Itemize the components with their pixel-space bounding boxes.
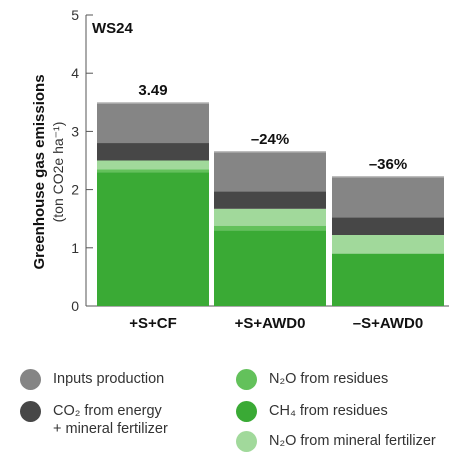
- y-tick-label: 3: [71, 123, 79, 139]
- legend-swatch-icon: [236, 401, 257, 422]
- y-tick-label: 2: [71, 182, 79, 198]
- bar-segment: [97, 169, 209, 173]
- y-axis-unit: (ton CO2e ha⁻¹): [50, 122, 66, 223]
- x-tick-label: +S+AWD0: [235, 315, 306, 330]
- y-axis-title: Greenhouse gas emissions: [31, 74, 48, 269]
- legend-swatch-icon: [20, 401, 41, 422]
- y-tick-label: 5: [71, 7, 79, 23]
- legend-label: CH₄ from residues: [269, 403, 388, 419]
- bar-total-label: –24%: [251, 131, 289, 148]
- stacked-bar-chart: WS24 Greenhouse gas emissions (ton CO2e …: [31, 7, 449, 330]
- bar-segment: [214, 191, 326, 209]
- bar-total-label: –36%: [369, 156, 407, 173]
- legend-item-co2-energy: CO₂ from energy + mineral fertilizer: [20, 401, 168, 438]
- legend-label: CO₂ from energy + mineral fertilizer: [53, 403, 168, 437]
- bar-segment: [332, 217, 444, 235]
- bar-segment: [214, 208, 326, 226]
- bar-segment: [97, 160, 209, 170]
- legend-label: N₂O from mineral fertilizer: [269, 433, 436, 449]
- bar-segment: [332, 234, 444, 254]
- bar-segment: [97, 102, 209, 144]
- bar-segment: [97, 143, 209, 161]
- legend-item-n2o-residues: N₂O from residues: [236, 369, 389, 390]
- bar-segment: [97, 172, 209, 306]
- y-tick-label: 4: [71, 65, 79, 81]
- bar-segment: [332, 253, 444, 306]
- bar-segment: [332, 176, 444, 218]
- legend-item-inputs-production: Inputs production: [20, 369, 165, 390]
- legend: Inputs production CO₂ from energy + mine…: [0, 362, 449, 454]
- legend-swatch-icon: [20, 369, 41, 390]
- y-tick-label: 1: [71, 240, 79, 256]
- legend-item-ch4-residues: CH₄ from residues: [236, 401, 388, 422]
- bar-segment: [214, 151, 326, 192]
- legend-swatch-icon: [236, 369, 257, 390]
- chart-title: WS24: [92, 20, 134, 37]
- x-tick-label: –S+AWD0: [353, 315, 423, 330]
- legend-item-n2o-mineral-fertilizer: N₂O from mineral fertilizer: [236, 431, 436, 452]
- x-tick-label: +S+CF: [129, 315, 177, 330]
- bar-segment: [214, 225, 326, 231]
- bar-total-label: 3.49: [138, 82, 167, 99]
- bar-segment: [214, 230, 326, 306]
- legend-label: Inputs production: [53, 371, 165, 387]
- y-tick-label: 0: [71, 298, 79, 314]
- legend-swatch-icon: [236, 431, 257, 452]
- legend-label: N₂O from residues: [269, 371, 389, 387]
